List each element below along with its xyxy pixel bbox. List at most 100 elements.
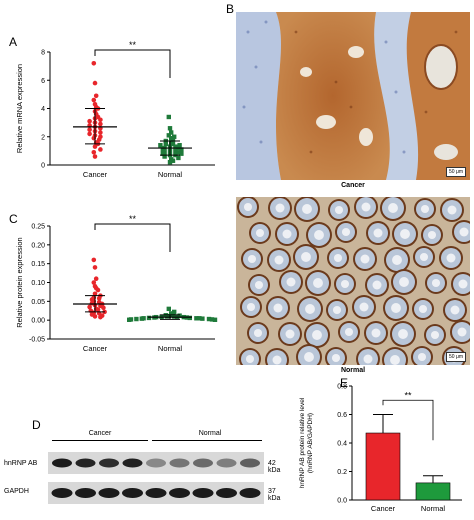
data-point-cancer (96, 296, 102, 301)
blot-band-hnrnp (52, 458, 72, 468)
blot-band-hnrnp (122, 458, 143, 468)
crypt-lumen (418, 304, 428, 314)
data-point-normal (127, 317, 132, 322)
blot-group-line-cancer (52, 440, 148, 441)
crypt-lumen (282, 229, 292, 239)
blot-band-gapdh (192, 488, 214, 498)
data-point-normal (170, 141, 176, 147)
panel-letter-e: E (340, 376, 349, 390)
data-point-cancer (95, 307, 101, 312)
crypt-lumen (305, 304, 315, 314)
crypt-lumen (447, 205, 457, 215)
data-point-cancer (92, 265, 98, 270)
data-point-cancer (92, 80, 98, 86)
data-point-normal (177, 143, 182, 148)
crypt-lumen (450, 305, 460, 315)
data-point-normal (172, 134, 177, 139)
panel-letter-d: D (32, 418, 41, 432)
x-tick-label-cancer: Cancer (83, 344, 108, 353)
crypt-lumen (273, 303, 283, 313)
data-point-cancer (87, 131, 92, 137)
data-point-cancer (91, 257, 97, 263)
panel-letter-c: C (9, 212, 18, 226)
crypt-lumen (361, 202, 371, 212)
crypt-lumen (419, 252, 429, 262)
crypt-lumen (341, 227, 351, 237)
crypt-lumen (304, 352, 314, 362)
data-point-normal (146, 315, 152, 321)
data-point-normal (160, 151, 165, 156)
blot-band-hnrnp (216, 458, 237, 468)
data-point-normal (169, 130, 174, 135)
blot-band-gapdh (122, 488, 143, 498)
blot-group-label-cancer: Cancer (88, 430, 112, 437)
blot-band-gapdh (145, 488, 167, 498)
chart-a-mrna-scatter: 0 2 4 6 8 Relative mRNA expression Cancer Norma… (15, 40, 215, 179)
crypt-lumen (457, 327, 467, 337)
micrograph-cancer-label: Cancer (341, 182, 365, 189)
data-point-cancer (91, 149, 97, 155)
crypt-lumen (246, 302, 256, 312)
crypt-lumen (332, 305, 342, 315)
crypt-lumen (344, 327, 354, 337)
blot-kda-hnrnp: 42 kDa (268, 460, 281, 474)
x-tick-label-normal: Normal (158, 344, 183, 353)
data-point-normal (200, 316, 205, 321)
crypt-lumen (398, 329, 408, 339)
y-tick-label: 0.25 (31, 224, 45, 231)
data-point-normal (167, 126, 173, 131)
panel-letter-b: B (226, 2, 235, 16)
crypt-lumen (312, 330, 322, 340)
blot-band-gapdh (51, 488, 73, 498)
crypt-lumen (360, 254, 370, 264)
crypt-lumen (243, 202, 253, 212)
panel-letter-a: A (9, 35, 18, 49)
data-point-cancer (92, 291, 98, 297)
data-point-normal (170, 158, 176, 163)
data-point-cancer (101, 305, 106, 311)
y-tick-label: 0.4 (337, 441, 347, 448)
data-point-normal (173, 148, 178, 154)
y-tick-label: 0.05 (31, 299, 45, 306)
significance-bracket (94, 49, 171, 78)
crypt-lumen (286, 277, 296, 287)
bar-cancer (365, 432, 401, 501)
crypt-lumen (313, 278, 323, 288)
data-point-normal (212, 317, 218, 322)
data-point-normal (160, 147, 165, 152)
blot-band-gapdh (216, 488, 237, 498)
micrograph-cancer-image (236, 12, 470, 180)
data-point-normal (158, 143, 163, 148)
micrograph-cancer: 50 μm (236, 12, 470, 180)
data-point-normal (179, 151, 184, 156)
data-point-normal (197, 316, 202, 321)
y-tick-label: 6 (41, 78, 45, 85)
blot-band-gapdh (75, 488, 96, 498)
data-point-cancer (92, 144, 98, 149)
blot-band-hnrnp (193, 458, 213, 468)
y-axis-label: Relative protein expression (15, 237, 24, 327)
crypt-lumen (285, 329, 295, 339)
data-point-cancer (92, 314, 98, 319)
crypt-lumen (371, 328, 381, 338)
y-axis-label-line1: hnRNP AB protein relative level (299, 397, 306, 488)
data-point-cancer (91, 280, 97, 285)
crypt-lumen (333, 253, 343, 263)
data-point-normal (176, 155, 181, 161)
blot-band-hnrnp (99, 458, 119, 468)
crypt-lumen (245, 354, 255, 364)
data-point-normal (194, 316, 199, 321)
data-point-cancer (87, 127, 92, 132)
data-point-normal (209, 317, 215, 322)
y-tick-label: 0.8 (337, 384, 347, 391)
crypt-lumen (390, 355, 400, 365)
y-tick-label: 0.15 (31, 261, 45, 268)
y-tick-label: 0.00 (31, 318, 45, 325)
crypt-lumen (275, 203, 285, 213)
crypt-lumen (427, 230, 437, 240)
blot-group-line-normal (152, 440, 262, 441)
crypt-lumen (255, 228, 265, 238)
data-point-cancer (93, 276, 99, 282)
crypt-lumen (340, 279, 350, 289)
data-point-normal (162, 154, 167, 159)
